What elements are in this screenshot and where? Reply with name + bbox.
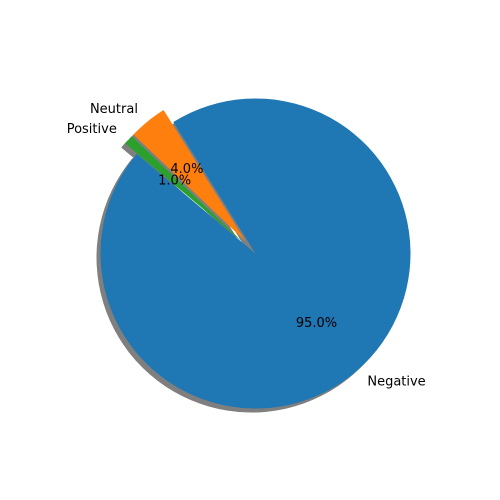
- slice-positive: [125, 136, 244, 244]
- slice-negative: [100, 98, 411, 409]
- slice-neutral: [133, 110, 246, 242]
- pct-label-neutral: 4.0%: [170, 162, 203, 177]
- label-layer: Negative Neutral Positive 95.0% 4.0% 1.0…: [67, 102, 426, 390]
- pct-label-negative: 95.0%: [296, 316, 337, 331]
- slice-layer: [100, 98, 411, 409]
- pct-label-positive: 1.0%: [158, 174, 191, 189]
- slice-label-neutral: Neutral: [90, 102, 138, 117]
- slice-label-negative: Negative: [367, 375, 425, 390]
- slice-label-positive: Positive: [67, 122, 117, 137]
